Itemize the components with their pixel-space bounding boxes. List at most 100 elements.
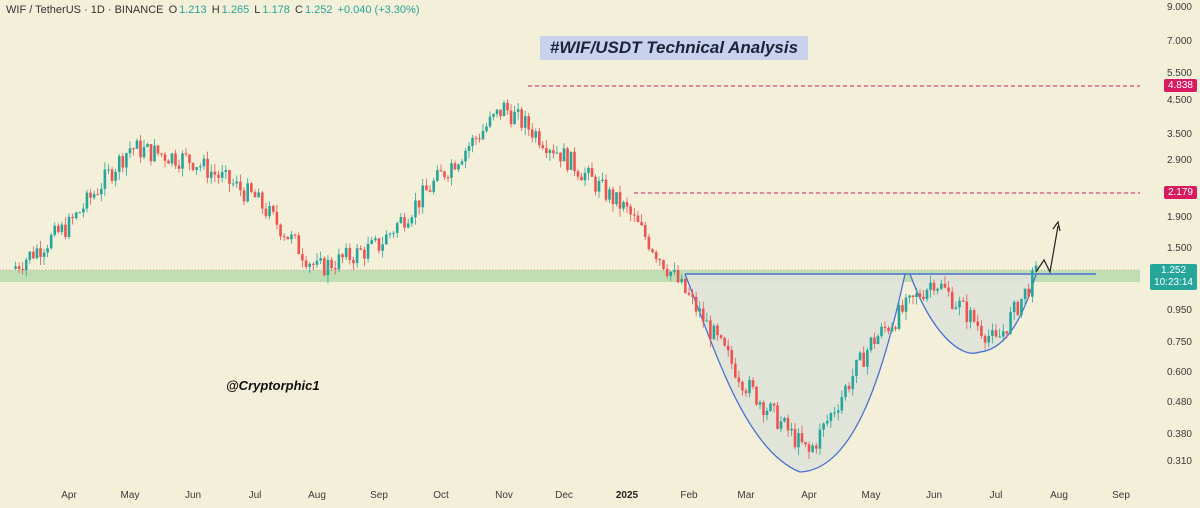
bull-candle	[829, 413, 833, 421]
ohlc-readout: WIF / TetherUS · 1D · BINANCE O 1.213 H 1.…	[6, 4, 421, 16]
bear-candle	[983, 336, 987, 343]
bull-candle	[534, 131, 538, 138]
bull-candle	[308, 263, 312, 267]
bull-candle	[833, 412, 836, 414]
bull-candle	[326, 259, 330, 276]
low-value: 1.178	[262, 4, 290, 16]
bull-candle	[562, 148, 566, 162]
bear-candle	[726, 345, 730, 351]
bear-candle	[453, 163, 457, 170]
close-label: C	[294, 4, 303, 16]
bull-candle	[195, 167, 198, 170]
bull-candle	[399, 217, 403, 224]
resistance-badge-lower: 2.179	[1163, 186, 1197, 199]
bull-candle	[319, 258, 322, 261]
bear-candle	[217, 174, 220, 178]
open-value: 1.213	[179, 4, 207, 16]
bear-candle	[552, 150, 555, 154]
x-tick-label: Mar	[737, 490, 755, 501]
bear-candle	[640, 222, 643, 226]
bear-candle	[684, 278, 687, 293]
bear-candle	[322, 258, 326, 276]
bear-candle	[330, 259, 333, 269]
bear-candle	[786, 418, 790, 431]
bear-candle	[478, 138, 481, 140]
arrow-head-icon	[1052, 220, 1061, 232]
bull-candle	[1009, 312, 1012, 334]
bear-candle	[994, 330, 998, 337]
bear-candle	[184, 153, 188, 155]
bull-candle	[146, 144, 149, 147]
bull-candle	[818, 429, 822, 449]
bear-candle	[188, 154, 191, 163]
bear-candle	[862, 352, 866, 367]
bull-candle	[107, 169, 110, 171]
bear-candle	[676, 269, 680, 283]
bull-candle	[125, 153, 128, 168]
bear-candle	[632, 214, 636, 216]
bear-candle	[312, 263, 315, 265]
y-tick-label: 4.500	[1166, 95, 1192, 107]
bear-candle	[57, 225, 60, 233]
bull-candle	[202, 158, 206, 167]
bull-candle	[374, 238, 377, 241]
bull-candle	[601, 179, 604, 181]
bull-candle	[355, 248, 359, 264]
countdown-timer: 10:23:14	[1154, 277, 1193, 288]
bull-candle	[49, 234, 53, 249]
bull-candle	[231, 183, 235, 185]
bear-candle	[701, 308, 705, 322]
bear-candle	[527, 116, 531, 130]
bull-candle	[569, 151, 573, 170]
bear-candle	[333, 268, 337, 270]
bear-candle	[174, 153, 177, 166]
bear-candle	[776, 405, 779, 429]
bull-candle	[698, 308, 701, 312]
bull-candle	[99, 188, 103, 195]
bear-candle	[228, 170, 231, 184]
bull-candle	[495, 109, 499, 115]
bull-candle	[467, 146, 471, 151]
bull-candle	[822, 423, 825, 430]
bear-candle	[943, 283, 947, 288]
bull-candle	[60, 224, 64, 233]
bear-candle	[918, 293, 922, 297]
bear-candle	[901, 305, 904, 312]
bull-candle	[555, 152, 559, 154]
x-tick-label: Oct	[433, 490, 449, 501]
bear-candle	[428, 190, 432, 192]
bear-candle	[932, 282, 936, 291]
bull-candle	[464, 150, 467, 162]
bull-candle	[46, 248, 49, 253]
y-tick-label: 0.600	[1166, 366, 1192, 378]
bear-candle	[719, 335, 723, 338]
bear-candle	[611, 189, 615, 205]
high-label: H	[211, 4, 220, 16]
bear-candle	[541, 145, 545, 149]
chart-title: #WIF/USDT Technical Analysis	[540, 36, 808, 60]
bear-candle	[301, 254, 304, 261]
bull-candle	[209, 171, 213, 178]
bull-candle	[851, 376, 855, 390]
bull-candle	[748, 380, 751, 394]
bear-candle	[206, 158, 209, 178]
bear-candle	[643, 225, 647, 237]
bull-candle	[450, 163, 453, 178]
bull-candle	[224, 170, 228, 173]
bear-candle	[359, 248, 363, 250]
bull-candle	[1020, 298, 1023, 315]
bull-candle	[929, 282, 932, 290]
bull-candle	[513, 111, 516, 125]
low-label: L	[254, 4, 261, 16]
bull-candle	[14, 266, 17, 269]
bear-candle	[887, 327, 890, 332]
bear-candle	[800, 433, 804, 443]
bear-candle	[654, 252, 658, 259]
bull-candle	[969, 310, 972, 322]
bear-candle	[132, 148, 135, 150]
bear-candle	[751, 380, 755, 387]
x-tick-label: Apr	[801, 490, 817, 501]
bull-candle	[337, 254, 341, 270]
